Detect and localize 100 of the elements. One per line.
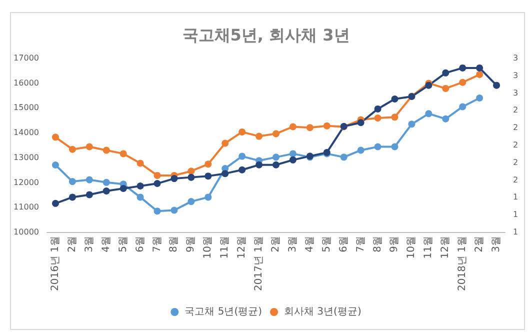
point [476,64,484,72]
y2-tick-label: 3 [513,88,518,98]
point [204,160,212,168]
x-tick-label: 2월 [474,236,486,252]
point [459,103,466,110]
point [238,166,246,174]
y-tick-label: 10000 [14,228,39,236]
point [52,200,59,207]
point [459,78,466,86]
point [120,150,127,158]
point [188,174,195,181]
x-tick-label: 5월 [321,236,332,252]
point [476,71,484,78]
y-tick-label: 13000 [14,152,39,162]
point [238,152,246,160]
x-tick-label: 2016년 1월 [50,236,61,291]
x-tick-label: 9월 [186,236,197,252]
y2-tick-label: 3 [513,70,518,80]
point [374,114,382,122]
point [188,198,195,206]
point [357,146,364,154]
x-tick-label: 7월 [152,236,163,252]
x-tick-label: 8월 [168,236,180,252]
y-tick-label: 16000 [14,78,39,88]
x-tick-label: 9월 [389,236,400,252]
point [136,194,144,201]
x-tick-label: 2017년 1월 [254,236,265,291]
y2-tick-label: 3 [513,54,518,62]
point [136,160,144,167]
point [289,150,296,158]
point [170,206,178,214]
point [391,114,398,121]
point [102,187,110,194]
point [222,140,229,147]
x-tick-label: 2월 [270,236,282,252]
point [391,96,398,103]
point [272,154,280,161]
point [272,130,280,138]
point [102,146,110,154]
point [188,168,195,175]
point [86,176,93,184]
point [238,128,246,136]
x-tick-label: 5월 [118,236,129,252]
point [222,170,229,178]
point [256,161,263,168]
point [289,156,296,164]
point [374,105,382,112]
point [306,124,314,132]
point [323,122,330,130]
point [442,84,450,92]
point [120,185,127,192]
x-tick-label: 8월 [372,236,384,252]
y2-tick-label: 2 [513,175,518,184]
y2-tick-label: 2 [513,140,518,150]
point [102,178,110,186]
x-tick-label: 12월 [236,236,248,259]
y2-tick-label: 1 [513,192,518,202]
x-tick-label: 4월 [304,236,316,252]
point [170,175,178,182]
y-tick-label: 11000 [14,202,39,212]
point [52,134,59,141]
point [68,194,76,201]
y2-tick-label: 2 [513,158,518,167]
x-tick-label: 10월 [406,236,418,259]
y2-tick-label: 1 [513,210,518,220]
point [68,146,76,153]
x-tick-label: 6월 [338,236,350,252]
point [459,64,466,72]
legend-label: 국고채 5년(평균) [184,306,262,318]
x-tick-label: 6월 [134,236,146,252]
point [442,69,450,76]
point [204,172,212,180]
x-tick-label: 2018년 1월 [457,236,468,291]
point [204,194,212,201]
point [136,182,144,190]
x-tick-label: 3월 [491,236,502,252]
x-tick-label: 12월 [440,236,452,259]
point [493,82,500,89]
x-tick-label: 3월 [84,236,95,252]
point [374,143,382,150]
point [154,180,161,188]
point [256,132,263,140]
x-tick-label: 11월 [220,236,231,259]
y2-tick-label: 1 [513,228,518,236]
y2-tick-label: 2 [513,123,518,132]
point [272,161,280,168]
point [476,94,484,102]
point [340,154,348,161]
point [68,178,76,186]
y-tick-label: 15000 [14,103,39,112]
x-tick-label: 2월 [66,236,78,252]
point [391,143,398,150]
x-tick-label: 11월 [423,236,434,259]
point [289,123,296,130]
point [154,172,161,179]
point [357,119,364,126]
x-tick-label: 3월 [287,236,298,252]
point [425,110,432,118]
point [86,191,93,198]
y-tick-label: 14000 [14,128,39,138]
